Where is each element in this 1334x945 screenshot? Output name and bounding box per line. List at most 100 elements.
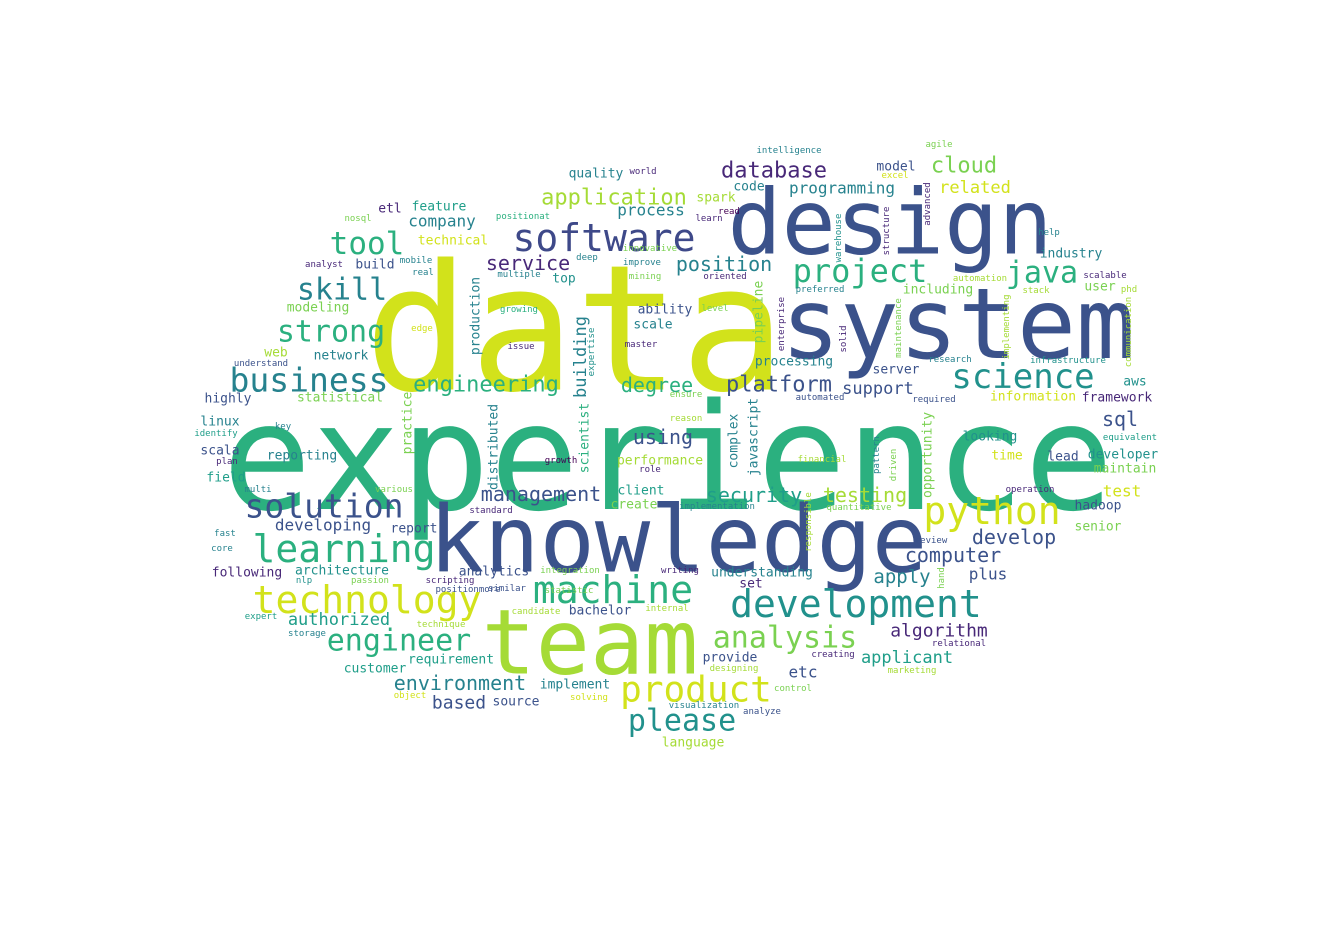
word-role: role xyxy=(639,465,661,475)
word-industry: industry xyxy=(1040,247,1103,262)
word-analysis: analysis xyxy=(713,621,858,656)
word-business: business xyxy=(230,361,389,400)
word-integration: integration xyxy=(540,566,600,576)
word-authorized: authorized xyxy=(288,610,390,630)
word-hadoop: hadoop xyxy=(1075,499,1122,514)
word-programming: programming xyxy=(789,179,895,198)
word-research: research xyxy=(928,355,971,365)
word-etc: etc xyxy=(789,663,818,682)
word-understand: understand xyxy=(234,359,288,369)
word-learn: learn xyxy=(695,214,722,224)
word-agile: agile xyxy=(925,140,952,150)
word-etl: etl xyxy=(378,202,401,217)
word-machine: machine xyxy=(533,568,693,612)
word-architecture: architecture xyxy=(295,564,389,579)
word-passion: passion xyxy=(351,576,389,586)
word-modeling: modeling xyxy=(287,301,350,316)
word-following: following xyxy=(212,566,282,581)
word-innovative: innovative xyxy=(623,244,677,254)
word-solving: solving xyxy=(570,693,608,703)
word-nlp: nlp xyxy=(296,576,312,586)
word-aws: aws xyxy=(1123,375,1146,390)
word-scalable: scalable xyxy=(1083,271,1126,281)
word-database: database xyxy=(721,159,827,184)
word-cloud: cloud xyxy=(931,154,997,179)
word-scientist: scientist xyxy=(578,403,593,473)
word-python: python xyxy=(923,489,1060,533)
word-visualization: visualization xyxy=(669,701,739,711)
word-preferred: preferred xyxy=(796,285,845,295)
word-process: process xyxy=(617,201,684,220)
word-mining: mining xyxy=(629,272,662,282)
word-reporting: reporting xyxy=(267,449,337,464)
word-various: various xyxy=(375,485,413,495)
word-issue: issue xyxy=(507,342,534,352)
word-quality: quality xyxy=(569,167,624,182)
word-positionmore: positionmore xyxy=(435,585,500,595)
word-phd: phd xyxy=(1121,285,1137,295)
word-technique: technique xyxy=(417,620,466,630)
word-growing: growing xyxy=(500,305,538,315)
word-support: support xyxy=(842,379,914,399)
word-solid: solid xyxy=(839,325,849,352)
word-time: time xyxy=(991,449,1022,464)
word-candidate: candidate xyxy=(512,607,561,617)
word-driven: driven xyxy=(889,449,899,482)
word-analyze: analyze xyxy=(743,707,781,717)
word-growth: growth xyxy=(545,456,578,466)
word-communication: communication xyxy=(1124,297,1134,367)
word-including: including xyxy=(903,283,973,298)
word-system: system xyxy=(781,268,1135,382)
word-read: read xyxy=(718,207,740,217)
word-deep: deep xyxy=(576,253,598,263)
word-improve: improve xyxy=(623,258,661,268)
word-create: create xyxy=(611,498,658,513)
word-relational: relational xyxy=(932,639,986,649)
word-provide: provide xyxy=(703,651,758,666)
word-key: key xyxy=(275,422,292,432)
word-level: level xyxy=(701,304,728,314)
word-based: based xyxy=(432,693,486,714)
word-degree: degree xyxy=(621,373,693,397)
word-hand: hand xyxy=(937,567,947,589)
word-strong: strong xyxy=(277,315,385,350)
word-plus: plus xyxy=(969,565,1008,584)
word-responsible: responsible xyxy=(804,492,814,552)
word-maintenance: maintenance xyxy=(894,298,904,358)
word-knowledge: knowledge xyxy=(429,487,928,594)
word-equivalent: equivalent xyxy=(1103,433,1157,443)
word-spark: spark xyxy=(696,191,735,206)
word-network: network xyxy=(314,349,369,364)
word-build: build xyxy=(355,258,394,273)
word-client: client xyxy=(618,484,665,499)
word-learning: learning xyxy=(252,527,435,571)
word-top: top xyxy=(552,272,576,287)
word-pipeline: pipeline xyxy=(752,281,767,344)
word-information: information xyxy=(990,390,1076,405)
word-requirement: requirement xyxy=(408,653,494,668)
word-feature: feature xyxy=(412,200,467,215)
word-edge: edge xyxy=(411,324,433,334)
word-application: application xyxy=(541,186,687,211)
word-control: control xyxy=(774,684,812,694)
word-expert: expert xyxy=(245,612,278,622)
word-structure: structure xyxy=(882,207,892,256)
word-implementing: implementing xyxy=(1002,294,1012,359)
word-management: management xyxy=(481,482,601,506)
word-scale: scale xyxy=(633,318,672,333)
word-developing: developing xyxy=(275,516,371,535)
word-bachelor: bachelor xyxy=(569,604,632,619)
word-apply: apply xyxy=(873,566,930,588)
word-scala: scala xyxy=(200,444,239,459)
word-review: review xyxy=(915,536,948,546)
word-service: service xyxy=(486,251,570,275)
word-core: core xyxy=(211,544,233,554)
word-practice: practice xyxy=(401,392,416,455)
word-enterprise: enterprise xyxy=(777,297,787,351)
word-distributed: distributed xyxy=(487,404,502,490)
word-analyst: analyst xyxy=(305,260,343,270)
word-web: web xyxy=(264,346,288,361)
word-applicant: applicant xyxy=(861,648,953,668)
word-company: company xyxy=(408,212,476,231)
word-code: code xyxy=(733,180,764,195)
